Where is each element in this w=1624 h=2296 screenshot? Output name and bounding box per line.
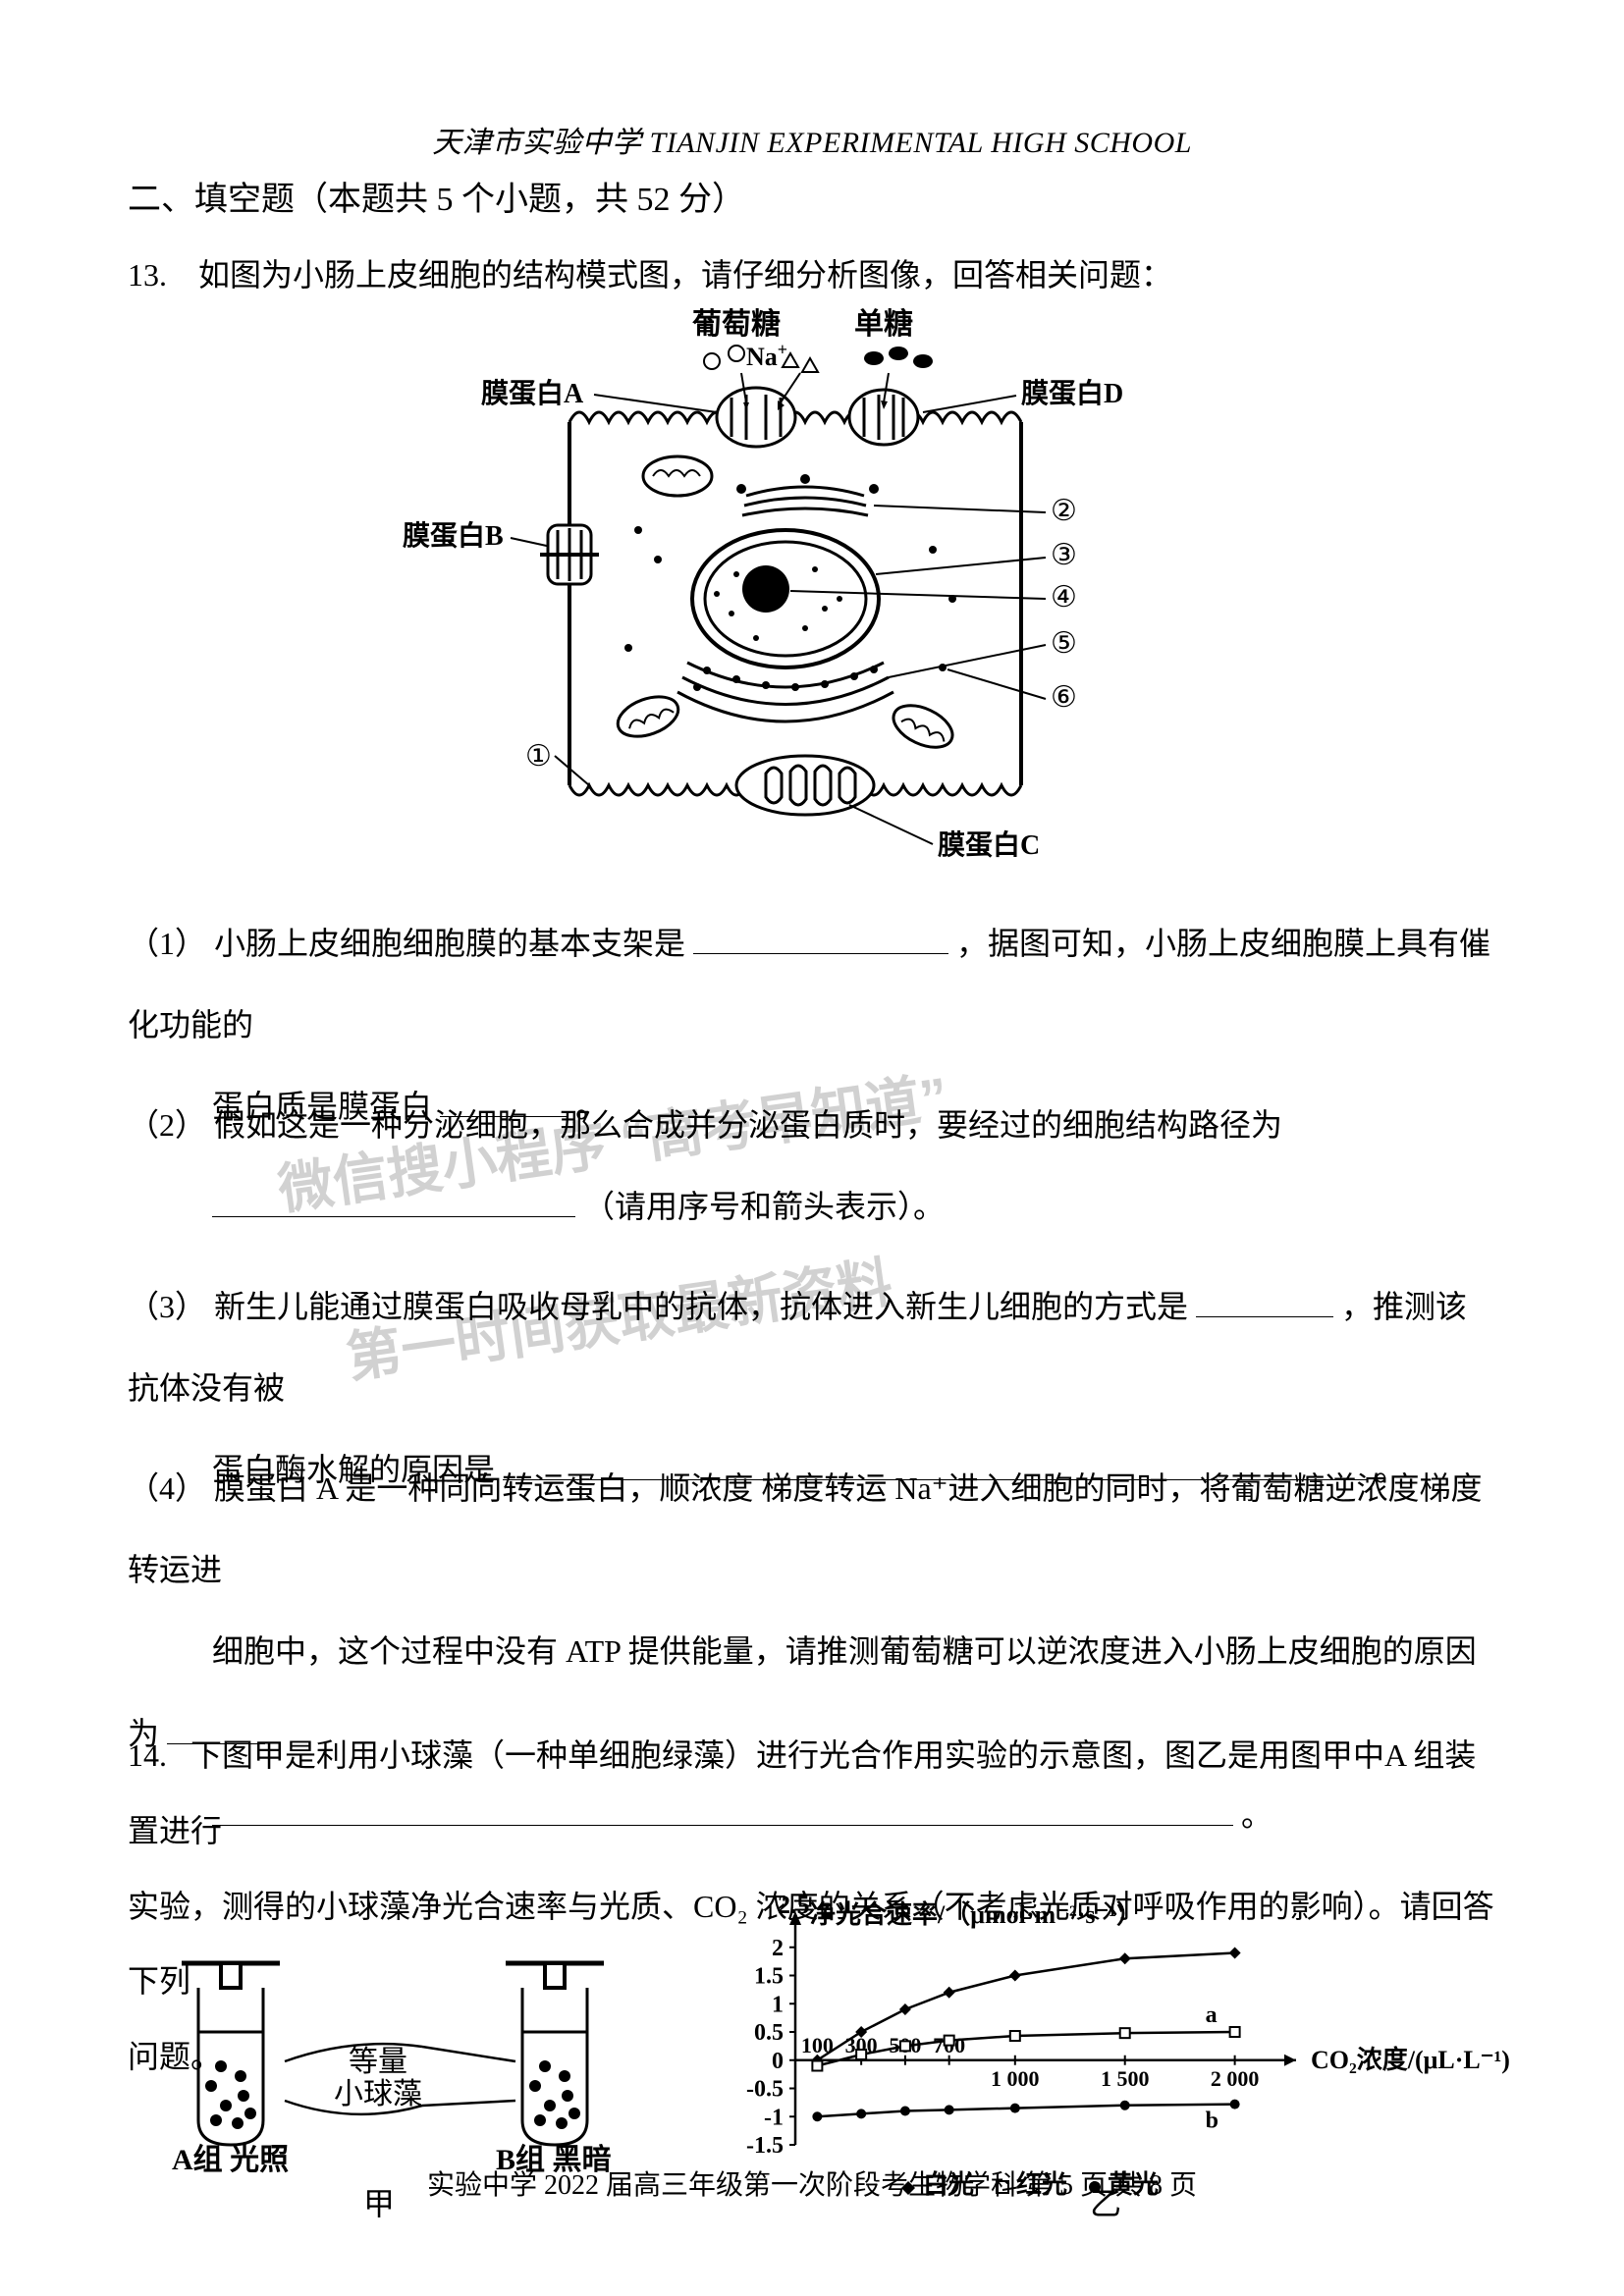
svg-text:-1.5: -1.5 (746, 2133, 784, 2159)
q13-sub3-a: （3） 新生儿能通过膜蛋白吸收母乳中的抗体，抗体进入新生儿细胞的方式是 (128, 1289, 1188, 1324)
label-num-2: ② (1051, 495, 1077, 527)
label-num-1: ① (525, 740, 552, 773)
svg-text:0: 0 (772, 2049, 784, 2074)
q14-number: 14. (128, 1737, 167, 1773)
tube-a (182, 1963, 280, 2145)
label-algae: 小球藻 (334, 2078, 422, 2110)
svg-text:0.5: 0.5 (754, 2020, 784, 2046)
svg-text:-1: -1 (764, 2105, 784, 2130)
label-glucose: 葡萄糖 (692, 308, 781, 341)
q13-stem-text: 如图为小肠上皮细胞的结构模式图，请仔细分析图像，回答相关问题： (198, 257, 1172, 293)
svg-text:CO₂浓度/(μL·L⁻¹): CO₂浓度/(μL·L⁻¹) (1311, 2045, 1510, 2074)
q13-sub4-a: （4） 膜蛋白 A 是一种同向转运蛋白，顺浓度 梯度转运 Na⁺进入细胞的同时，… (128, 1470, 1483, 1587)
q13-sub2: （2） 假如这是一种分泌细胞，那么合成并分泌蛋白质时，要经过的细胞结构路径为 （… (128, 1085, 1496, 1248)
label-num-3: ③ (1051, 539, 1077, 571)
q14-stem-a: 下图甲是利用小球藻（一种单细胞绿藻）进行光合作用实验的示意图，图乙是用图甲中A … (128, 1737, 1476, 1848)
label-num-5: ⑤ (1051, 627, 1077, 660)
label-protein-b: 膜蛋白B (403, 519, 504, 552)
label-mono: 单糖 (854, 308, 913, 341)
svg-text:1.5: 1.5 (754, 1964, 784, 1990)
svg-text:1: 1 (772, 1992, 784, 2017)
exam-page: 天津市实验中学 TIANJIN EXPERIMENTAL HIGH SCHOOL… (0, 0, 1624, 2296)
label-na: Na+ (746, 340, 787, 371)
q13-stem-line: 13. 如图为小肠上皮细胞的结构模式图，请仔细分析图像，回答相关问题： (128, 250, 1172, 295)
section-title: 二、填空题（本题共 5 个小题，共 52 分） (128, 172, 745, 220)
cell-diagram: 葡萄糖 Na+ 单糖 膜蛋白A 膜蛋白D (393, 304, 1227, 883)
q13-number: 13. (128, 257, 167, 293)
golgi (736, 474, 879, 515)
svg-text:-0.5: -0.5 (746, 2077, 784, 2103)
label-protein-d: 膜蛋白D (1021, 377, 1123, 409)
label-num-4: ④ (1051, 581, 1077, 614)
tube-b (506, 1963, 604, 2145)
svg-text:2: 2 (772, 1936, 784, 1961)
q13-sub2-b: （请用序号和箭头表示）。 (583, 1189, 945, 1224)
svg-text:a: a (1206, 2002, 1218, 2028)
q13-sub2-a: （2） 假如这是一种分泌细胞，那么合成并分泌蛋白质时，要经过的细胞结构路径为 (128, 1107, 1282, 1143)
svg-text:净光合速率/（μmol·m⁻²·s⁻¹）: 净光合速率/（μmol·m⁻²·s⁻¹） (810, 1899, 1142, 1929)
page-footer: 实验中学 2022 届高三年级第一次阶段考生物学科 第 5 页 共 8 页 (0, 2163, 1624, 2203)
q13-sub1-a: （1） 小肠上皮细胞细胞膜的基本支架是 (128, 926, 685, 961)
label-protein-c: 膜蛋白C (938, 828, 1040, 861)
blank[interactable] (212, 1185, 575, 1217)
page-header: 天津市实验中学 TIANJIN EXPERIMENTAL HIGH SCHOOL (0, 118, 1624, 161)
label-num-6: ⑥ (1051, 681, 1077, 714)
svg-text:1 500: 1 500 (1101, 2066, 1150, 2091)
label-protein-a: 膜蛋白A (481, 377, 584, 409)
label-equal: 等量 (349, 2046, 407, 2078)
svg-text:2 000: 2 000 (1211, 2066, 1260, 2091)
panel-yi-chart: 2.5-1.5-1-0.500.511.52净光合速率/（μmol·m⁻²·s⁻… (707, 1895, 1512, 2209)
blank[interactable] (693, 922, 948, 954)
svg-text:1 000: 1 000 (991, 2066, 1040, 2091)
svg-text:b: b (1206, 2109, 1218, 2134)
blank[interactable] (1196, 1285, 1333, 1317)
